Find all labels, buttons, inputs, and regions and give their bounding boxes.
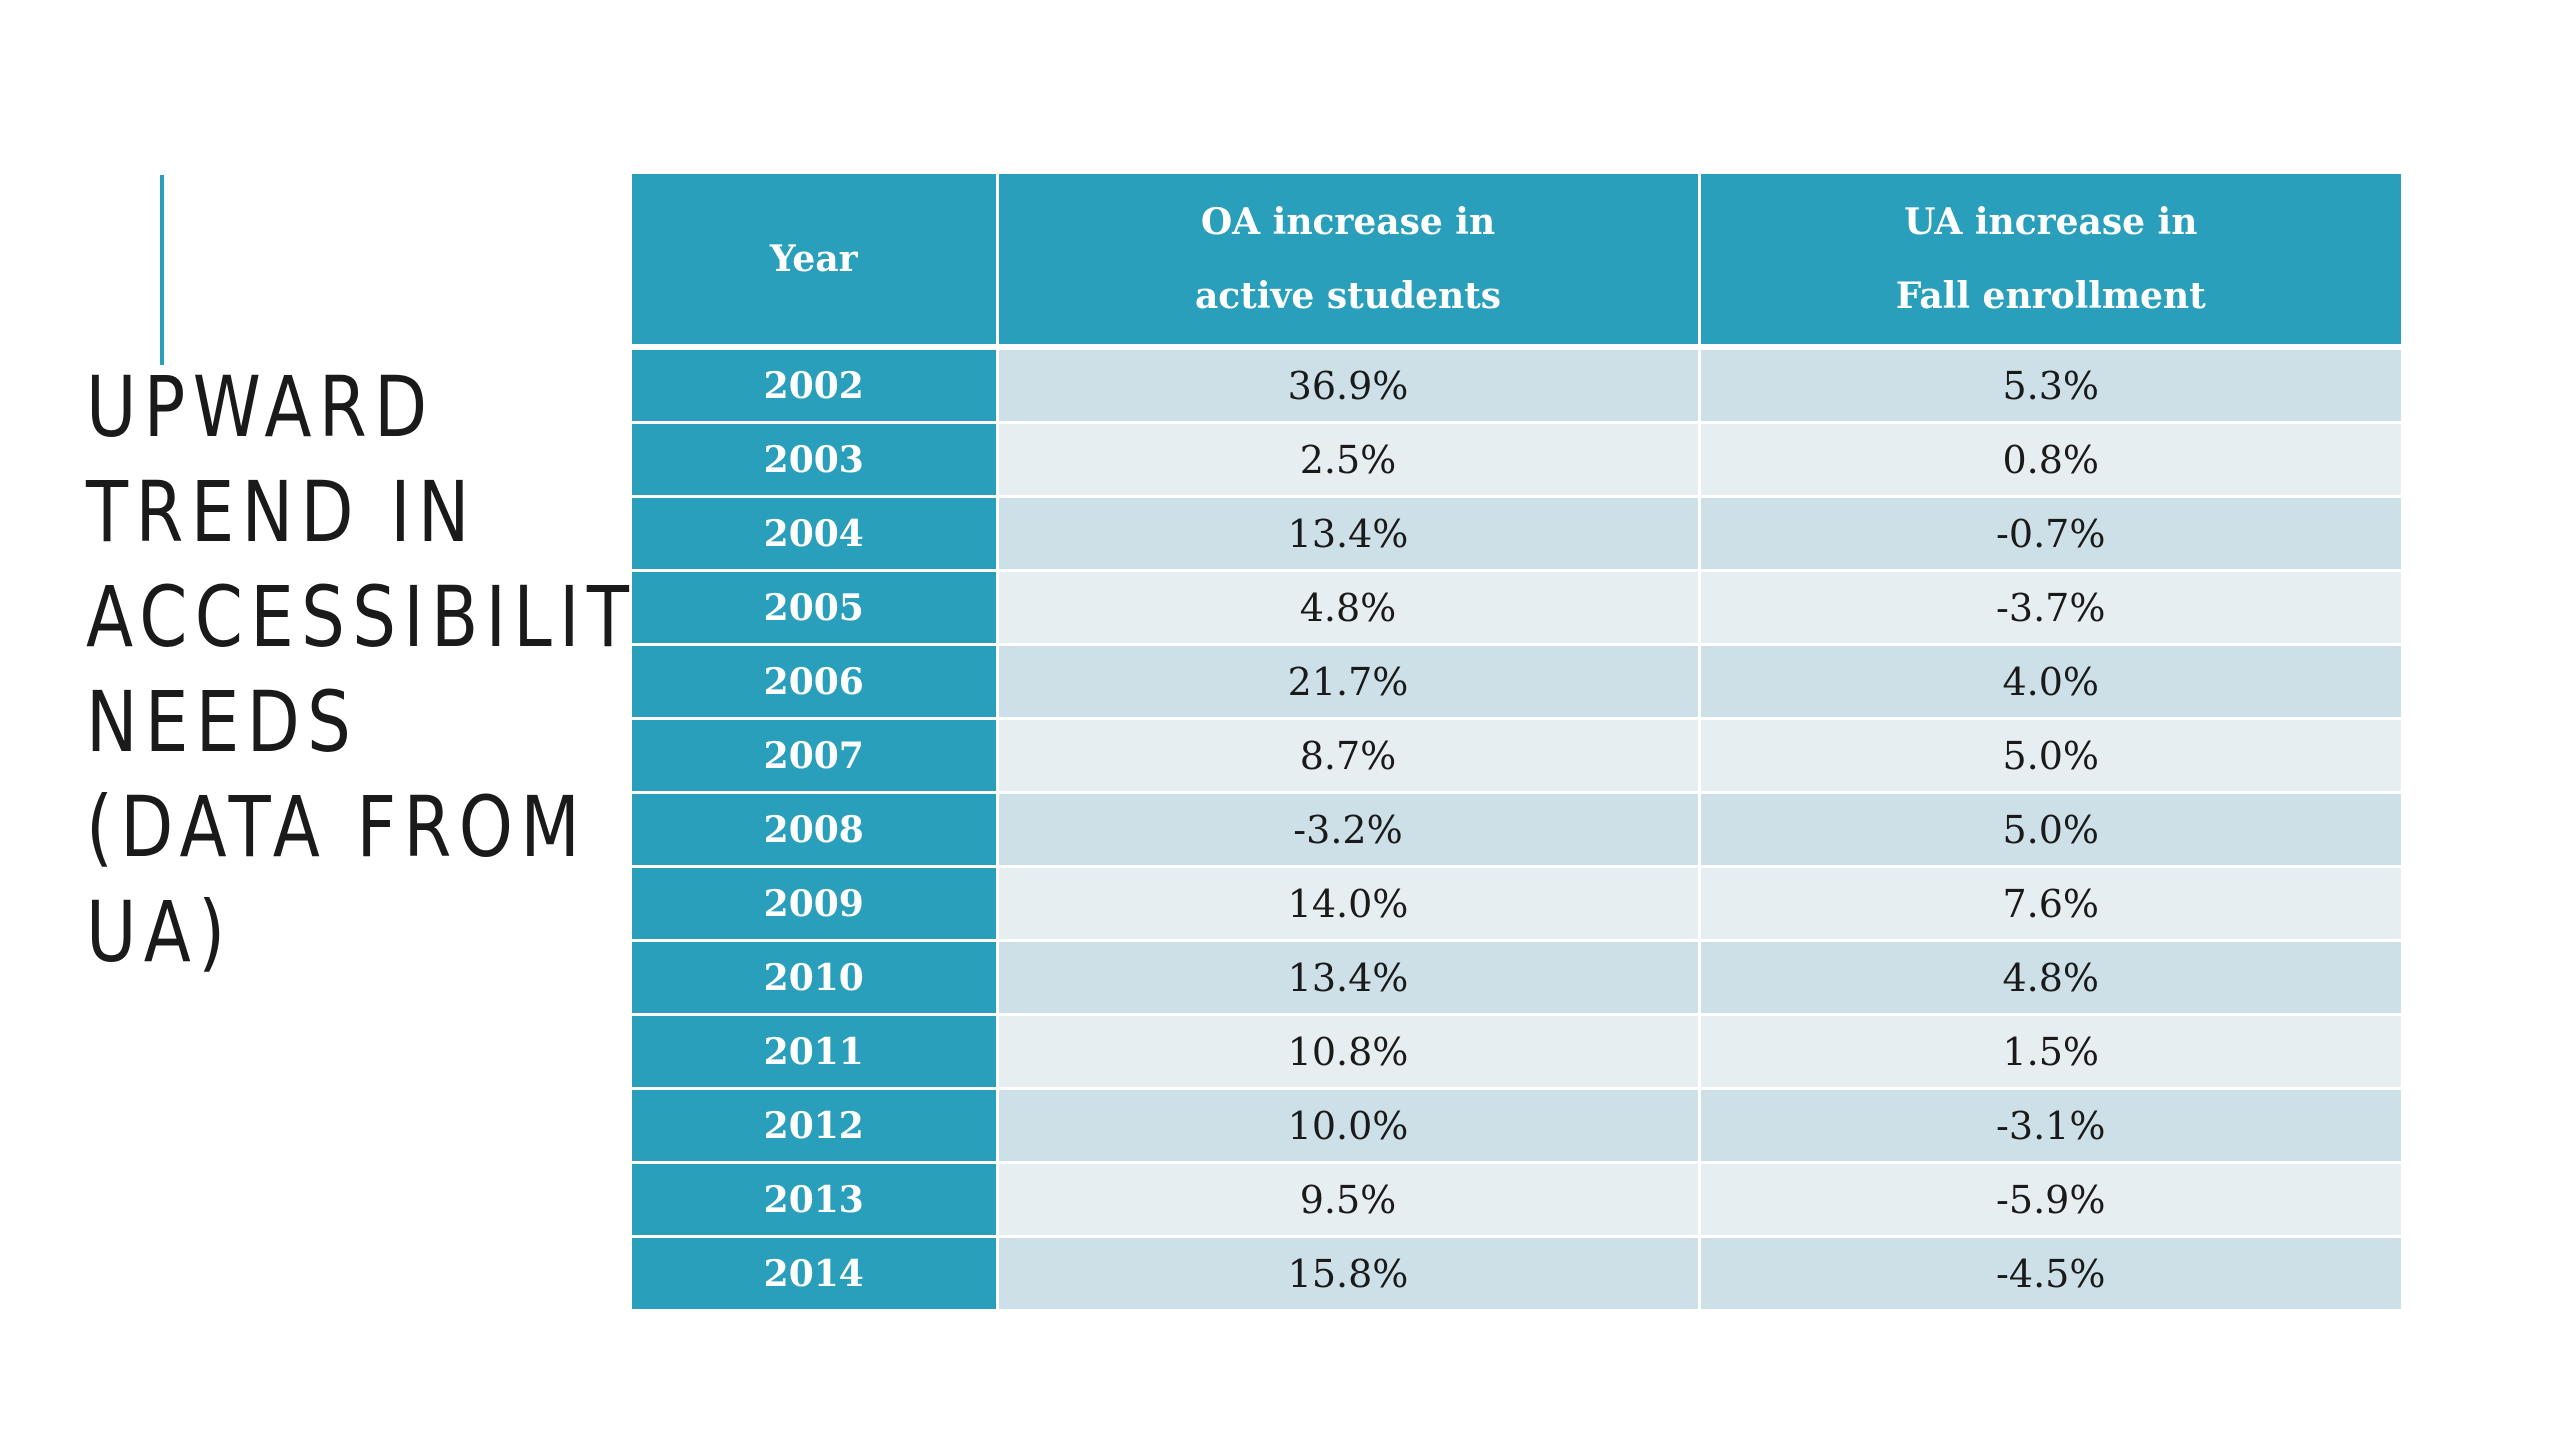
ua-value-cell: -5.9% xyxy=(1699,1162,2401,1238)
year-cell: 2005 xyxy=(632,570,999,646)
year-cell: 2008 xyxy=(632,792,999,868)
ua-value-cell: -0.7% xyxy=(1699,496,2401,572)
title-line: UPWARD xyxy=(86,358,435,456)
ua-value-cell: 5.3% xyxy=(1699,347,2401,424)
oa-value-cell: 8.7% xyxy=(997,718,1701,794)
year-cell: 2007 xyxy=(632,718,999,794)
title-line: TREND IN xyxy=(86,463,477,561)
table-header: Year OA increase in active students UA i… xyxy=(632,174,2401,350)
ua-column-header: UA increase in Fall enrollment xyxy=(1699,174,2401,350)
oa-value-cell: -3.2% xyxy=(997,792,1701,868)
table-row: 2013 9.5% -5.9% xyxy=(632,1162,2401,1238)
year-cell: 2014 xyxy=(632,1236,999,1312)
ua-value-cell: 1.5% xyxy=(1699,1014,2401,1090)
table-row: 2010 13.4% 4.8% xyxy=(632,940,2401,1016)
year-cell: 2009 xyxy=(632,866,999,942)
ua-value-cell: 0.8% xyxy=(1699,422,2401,498)
title-line: (DATA FROM xyxy=(86,778,588,876)
ua-value-cell: -3.7% xyxy=(1699,570,2401,646)
table-row: 2014 15.8% -4.5% xyxy=(632,1236,2401,1312)
title-line: ACCESSIBILITY xyxy=(86,568,686,666)
year-cell: 2002 xyxy=(632,347,999,424)
year-cell: 2012 xyxy=(632,1088,999,1164)
header-row: Year OA increase in active students UA i… xyxy=(632,174,2401,350)
table-row: 2007 8.7% 5.0% xyxy=(632,718,2401,794)
oa-header-line-1: OA increase in xyxy=(1200,201,1496,243)
title-line: UA) xyxy=(86,883,233,981)
ua-value-cell: 4.8% xyxy=(1699,940,2401,1016)
table-body: 2002 36.9% 5.3% 2003 2.5% 0.8% 2004 13.4… xyxy=(632,347,2401,1312)
ua-value-cell: 7.6% xyxy=(1699,866,2401,942)
oa-value-cell: 10.8% xyxy=(997,1014,1701,1090)
oa-header-line-2: active students xyxy=(1194,275,1502,317)
year-cell: 2003 xyxy=(632,422,999,498)
title-accent-line xyxy=(160,175,164,365)
table-row: 2011 10.8% 1.5% xyxy=(632,1014,2401,1090)
table-row: 2006 21.7% 4.0% xyxy=(632,644,2401,720)
slide-title: UPWARD TREND IN ACCESSIBILITY NEEDS (DAT… xyxy=(86,355,686,985)
ua-value-cell: 5.0% xyxy=(1699,792,2401,868)
oa-value-cell: 15.8% xyxy=(997,1236,1701,1312)
ua-value-cell: 4.0% xyxy=(1699,644,2401,720)
oa-value-cell: 36.9% xyxy=(997,347,1701,424)
year-column-header: Year xyxy=(632,174,999,350)
ua-value-cell: -4.5% xyxy=(1699,1236,2401,1312)
year-cell: 2010 xyxy=(632,940,999,1016)
oa-column-header: OA increase in active students xyxy=(997,174,1701,350)
ua-value-cell: 5.0% xyxy=(1699,718,2401,794)
oa-value-cell: 9.5% xyxy=(997,1162,1701,1238)
table-row: 2008 -3.2% 5.0% xyxy=(632,792,2401,868)
table-row: 2004 13.4% -0.7% xyxy=(632,496,2401,572)
oa-value-cell: 13.4% xyxy=(997,940,1701,1016)
year-cell: 2006 xyxy=(632,644,999,720)
oa-value-cell: 14.0% xyxy=(997,866,1701,942)
year-cell: 2004 xyxy=(632,496,999,572)
ua-header-line-2: Fall enrollment xyxy=(1895,275,2206,317)
title-line: NEEDS xyxy=(86,673,359,771)
oa-value-cell: 10.0% xyxy=(997,1088,1701,1164)
ua-value-cell: -3.1% xyxy=(1699,1088,2401,1164)
table-row: 2005 4.8% -3.7% xyxy=(632,570,2401,646)
ua-header-line-1: UA increase in xyxy=(1904,201,2198,243)
year-header-label: Year xyxy=(769,238,858,280)
table-row: 2003 2.5% 0.8% xyxy=(632,422,2401,498)
oa-value-cell: 21.7% xyxy=(997,644,1701,720)
year-cell: 2011 xyxy=(632,1014,999,1090)
year-cell: 2013 xyxy=(632,1162,999,1238)
oa-value-cell: 13.4% xyxy=(997,496,1701,572)
accessibility-data-table: Year OA increase in active students UA i… xyxy=(632,174,2401,1312)
table-row: 2002 36.9% 5.3% xyxy=(632,347,2401,424)
table-row: 2012 10.0% -3.1% xyxy=(632,1088,2401,1164)
oa-value-cell: 2.5% xyxy=(997,422,1701,498)
table-row: 2009 14.0% 7.6% xyxy=(632,866,2401,942)
oa-value-cell: 4.8% xyxy=(997,570,1701,646)
